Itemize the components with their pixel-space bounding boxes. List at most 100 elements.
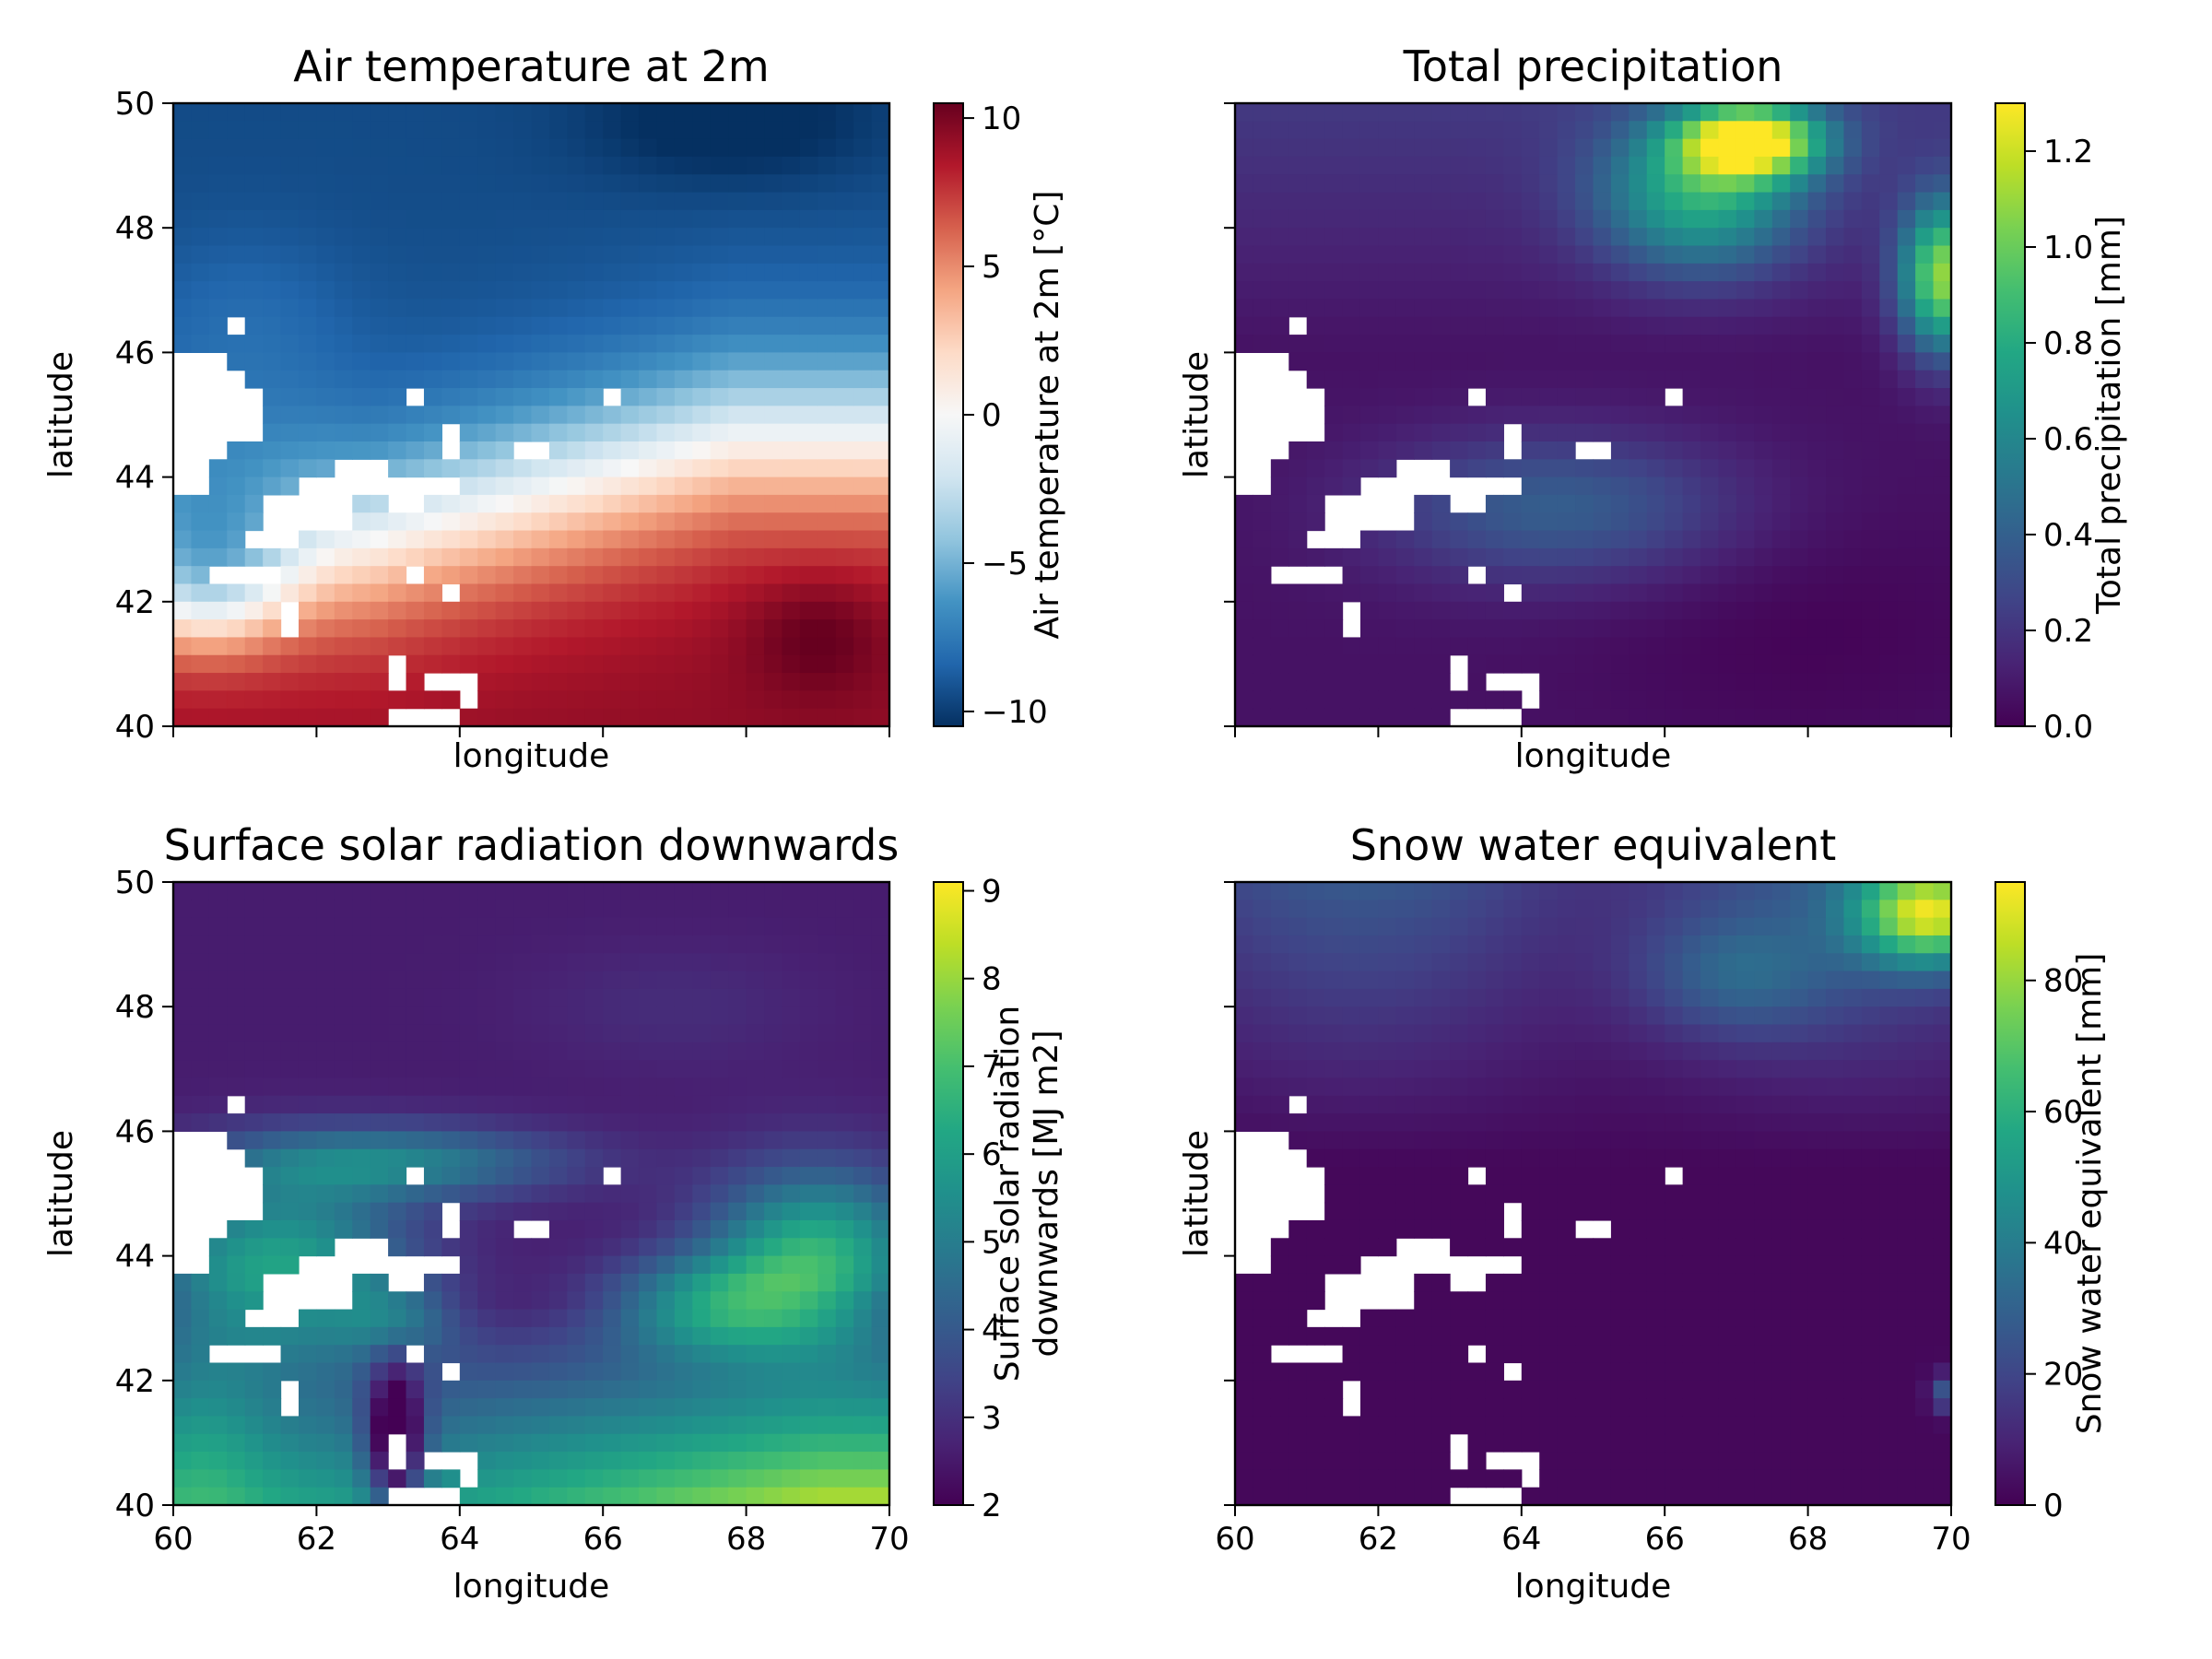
heatmap-cell — [244, 103, 264, 122]
heatmap-cell — [1754, 619, 1773, 639]
heatmap-cell — [674, 335, 693, 353]
heatmap-cell — [316, 654, 335, 674]
heatmap-cell — [799, 882, 818, 900]
heatmap-cell — [477, 583, 497, 603]
heatmap-cell — [746, 1326, 765, 1346]
heatmap-cell — [1342, 1487, 1361, 1506]
heatmap-cell — [298, 619, 318, 639]
heatmap-cell — [1646, 423, 1665, 442]
heatmap-cell — [639, 103, 658, 122]
heatmap-cell — [746, 1487, 765, 1506]
heatmap-cell — [1826, 619, 1845, 639]
heatmap-cell — [1324, 1148, 1344, 1168]
heatmap-cell — [531, 530, 550, 549]
heatmap-cell — [1861, 388, 1880, 406]
heatmap-cell — [1539, 917, 1559, 936]
heatmap-cell — [370, 1433, 389, 1453]
heatmap-cell — [1826, 459, 1845, 478]
heatmap-cell — [692, 138, 712, 158]
heatmap-cell — [1359, 708, 1379, 727]
heatmap-cell — [1861, 477, 1880, 496]
heatmap-cell — [584, 530, 604, 549]
heatmap-cell — [1718, 1219, 1737, 1239]
heatmap-cell — [406, 654, 425, 674]
heatmap-cell — [1431, 1006, 1451, 1026]
heatmap-cell — [710, 1380, 729, 1399]
heatmap-cell — [1450, 1041, 1469, 1061]
heatmap-cell — [603, 1452, 622, 1470]
heatmap-cell — [835, 121, 854, 140]
heatmap-cell — [853, 406, 873, 425]
heatmap-cell — [692, 192, 712, 211]
heatmap-cell — [1771, 690, 1791, 710]
heatmap-cell — [1826, 245, 1845, 265]
heatmap-cell — [1378, 1024, 1397, 1043]
heatmap-cell — [423, 1291, 442, 1311]
heatmap-cell — [208, 477, 228, 496]
heatmap-cell — [244, 690, 264, 710]
heatmap-cell — [1378, 1469, 1397, 1488]
heatmap-cell — [782, 299, 801, 318]
heatmap-cell — [1450, 882, 1469, 900]
heatmap-cell — [173, 316, 193, 335]
heatmap-cell — [603, 1326, 622, 1346]
heatmap-cell — [692, 1238, 712, 1257]
heatmap-cell — [603, 263, 622, 282]
heatmap-cell — [584, 971, 604, 990]
heatmap-cell — [835, 245, 854, 265]
heatmap-cell — [1807, 156, 1827, 175]
heatmap-cell — [674, 1309, 693, 1328]
heatmap-cell — [1575, 619, 1594, 639]
heatmap-cell — [1665, 1148, 1684, 1168]
heatmap-cell — [584, 1113, 604, 1132]
heatmap-cell — [1933, 121, 1952, 140]
heatmap-cell — [584, 138, 604, 158]
heatmap-cell — [1270, 103, 1289, 122]
heatmap-cell — [1718, 530, 1737, 549]
heatmap-cell — [1503, 228, 1523, 247]
heatmap-cell — [620, 935, 640, 954]
heatmap-cell — [853, 619, 873, 639]
heatmap-cell — [710, 654, 729, 674]
heatmap-cell — [1395, 1380, 1415, 1399]
heatmap-cell — [567, 406, 586, 425]
heatmap-cell — [835, 1219, 854, 1239]
heatmap-cell — [316, 900, 335, 919]
heatmap-cell — [1414, 174, 1433, 194]
heatmap-cell — [352, 335, 371, 353]
heatmap-cell — [1395, 335, 1415, 353]
heatmap-cell — [1665, 953, 1684, 972]
heatmap-cell — [227, 1416, 246, 1435]
heatmap-cell — [656, 1238, 676, 1257]
heatmap-cell — [1771, 406, 1791, 425]
heatmap-cell — [835, 900, 854, 919]
heatmap-cell — [227, 900, 246, 919]
heatmap-cell — [334, 1219, 353, 1239]
heatmap-cell — [191, 601, 210, 620]
heatmap-cell — [1861, 583, 1880, 603]
heatmap-cell — [746, 1452, 765, 1470]
heatmap-cell — [1843, 192, 1863, 211]
heatmap-cell — [531, 423, 550, 442]
heatmap-cell — [1467, 103, 1487, 122]
heatmap-cell — [1270, 245, 1289, 265]
heatmap-cell — [710, 370, 729, 389]
heatmap-cell — [1306, 654, 1325, 674]
heatmap-cell — [1665, 1362, 1684, 1382]
heatmap-cell — [477, 263, 497, 282]
heatmap-cell — [1771, 192, 1791, 211]
heatmap-cell — [1575, 1452, 1594, 1470]
heatmap-cell — [639, 388, 658, 406]
heatmap-cell — [567, 566, 586, 585]
heatmap-cell — [1395, 1416, 1415, 1435]
heatmap-cell — [1539, 1131, 1559, 1150]
heatmap-cell — [1665, 121, 1684, 140]
heatmap-cell — [656, 245, 676, 265]
heatmap-cell — [531, 1113, 550, 1132]
heatmap-cell — [423, 583, 442, 603]
heatmap-cell — [1467, 1291, 1487, 1311]
heatmap-cell — [1718, 263, 1737, 282]
heatmap-cell — [728, 583, 747, 603]
heatmap-cell — [674, 1452, 693, 1470]
heatmap-cell — [441, 1326, 461, 1346]
